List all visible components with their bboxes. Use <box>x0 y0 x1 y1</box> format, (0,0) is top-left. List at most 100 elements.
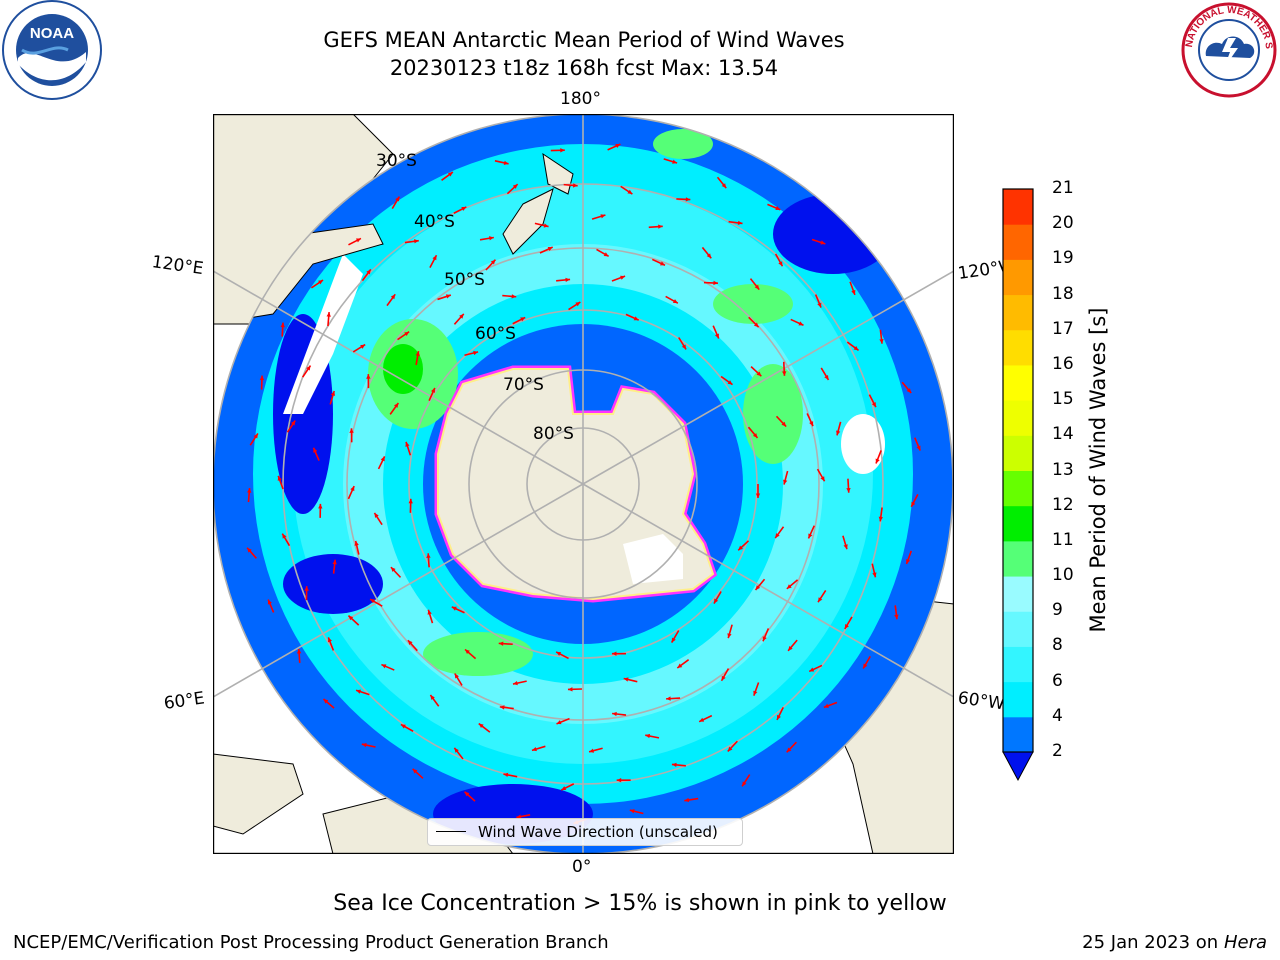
wind-arrow-head <box>600 214 606 219</box>
wind-arrow-head <box>753 322 759 328</box>
footer-date: 25 Jan 2023 on Hera <box>1082 932 1267 953</box>
wind-arrow-head <box>512 680 518 686</box>
wind-arrow-head <box>313 447 318 453</box>
lat-label-70s: 70°S <box>503 375 544 395</box>
wind-arrow-head <box>304 586 309 591</box>
wind-arrow-head <box>853 345 859 351</box>
colorbar-tick-label: 11 <box>1052 529 1074 550</box>
wind-arrow-head <box>556 720 562 725</box>
wind-arrow-head <box>906 559 911 565</box>
wind-arrow-head <box>666 696 671 701</box>
wind-arrow-head <box>390 567 396 572</box>
wind-arrow-head <box>754 284 760 290</box>
wind-arrow-head <box>844 624 849 630</box>
wind-arrow-head <box>366 269 371 275</box>
wind-arrow-head <box>755 585 761 590</box>
wind-arrow-head <box>560 148 565 153</box>
colorbar-block <box>1003 364 1033 401</box>
wind-arrow-head <box>782 371 787 376</box>
wind-arrow-head <box>778 261 783 267</box>
wind-arrow-head <box>742 781 747 787</box>
wind-arrow-head <box>454 673 459 679</box>
wind-arrow-head <box>660 261 666 266</box>
colorbar-tick-label: 18 <box>1052 283 1074 304</box>
wind-arrow-head <box>671 637 676 643</box>
wind-arrow-head <box>520 317 526 322</box>
wind-arrow-head <box>426 553 431 558</box>
wind-arrow-head <box>414 239 419 244</box>
wind-arrow-head <box>775 206 781 211</box>
wind-arrow-head <box>380 456 385 462</box>
wind-arrow-head <box>473 350 479 356</box>
wind-arrow-head <box>572 183 578 188</box>
wind-arrow-head <box>259 375 265 381</box>
wind-arrow-head <box>381 664 387 669</box>
national-weather-service-logo: NATIONAL WEATHER SERVICE <box>1178 0 1277 98</box>
wind-arrow-head <box>374 512 379 518</box>
wind-arrow-head <box>672 299 678 304</box>
wind-arrow-head <box>781 421 787 427</box>
colorbar-tick-label: 2 <box>1052 741 1063 761</box>
wind-arrow-head <box>290 420 296 426</box>
lon-label-120e: 120°E <box>150 252 205 280</box>
wind-arrow-head <box>684 797 690 803</box>
wind-arrow-head <box>672 159 678 164</box>
colorbar-tick-label: 17 <box>1052 318 1074 339</box>
wind-arrow-head <box>447 172 453 177</box>
wind-arrow-head <box>762 636 767 642</box>
wind-arrow-head <box>361 742 367 748</box>
wind-arrow-head <box>820 240 826 245</box>
wind-arrow-head <box>775 533 780 539</box>
wind-arrow-head <box>846 488 851 493</box>
wind-arrow-head <box>894 614 899 620</box>
wind-arrow-head <box>280 322 285 328</box>
colorbar-tick-label: 6 <box>1052 670 1063 691</box>
noaa-logo: NOAA <box>2 0 102 100</box>
wind-arrow-head <box>499 705 505 710</box>
wind-arrow-head <box>916 445 921 451</box>
map-title: GEFS MEAN Antarctic Mean Period of Wind … <box>323 28 845 52</box>
wind-arrow-head <box>706 253 712 259</box>
wind-arrow-head <box>330 390 336 396</box>
lat-label-80s: 80°S <box>533 424 574 444</box>
wind-arrow-head <box>296 648 302 654</box>
wind-arrow-head <box>531 746 537 752</box>
wind-arrow-head <box>461 206 467 211</box>
wind-arrow-head <box>727 380 733 385</box>
wind-arrow-head <box>354 540 359 546</box>
sea-ice-note: Sea Ice Concentration > 15% is shown in … <box>333 891 947 916</box>
wind-arrow-head <box>878 516 883 522</box>
wind-arrow-head <box>432 255 437 261</box>
colorbar-block <box>1003 259 1033 296</box>
wind-arrow-head <box>809 421 814 427</box>
wind-arrow-head <box>451 606 457 611</box>
wind-arrow-head <box>911 501 916 507</box>
wind-arrow-head <box>408 498 413 504</box>
colorbar-block <box>1003 505 1033 542</box>
wind-arrow-head <box>777 714 781 720</box>
wind-arrow-head <box>575 302 581 307</box>
lat-label-40s: 40°S <box>414 212 455 232</box>
colorbar-block <box>1003 329 1033 366</box>
noaa-logo-text: NOAA <box>30 25 74 42</box>
wind-arrow-head <box>282 533 287 539</box>
wind-arrow-head <box>390 294 396 300</box>
wind-arrow-head <box>755 493 761 498</box>
wind-arrow-head <box>615 143 621 148</box>
wind-arrow-head <box>348 615 354 621</box>
wind-arrow-head <box>405 441 410 447</box>
lon-label-0: 0° <box>572 857 592 877</box>
colorbar-tick-label: 8 <box>1052 635 1063 656</box>
wind-arrow-head <box>561 786 567 791</box>
wind-arrow-head <box>277 475 282 481</box>
legend-line-swatch <box>436 831 466 832</box>
wind-arrow-head <box>395 196 400 202</box>
wind-arrow-head <box>611 651 617 656</box>
wind-arrow-head <box>786 584 792 589</box>
wind-arrow-head <box>714 333 719 339</box>
colorbar-tick-label: 21 <box>1052 178 1074 198</box>
wind-arrow-head <box>318 280 324 285</box>
wind-arrow-head <box>360 344 366 349</box>
wind-arrow-head <box>253 433 258 439</box>
wind-arrow-head <box>685 197 691 202</box>
